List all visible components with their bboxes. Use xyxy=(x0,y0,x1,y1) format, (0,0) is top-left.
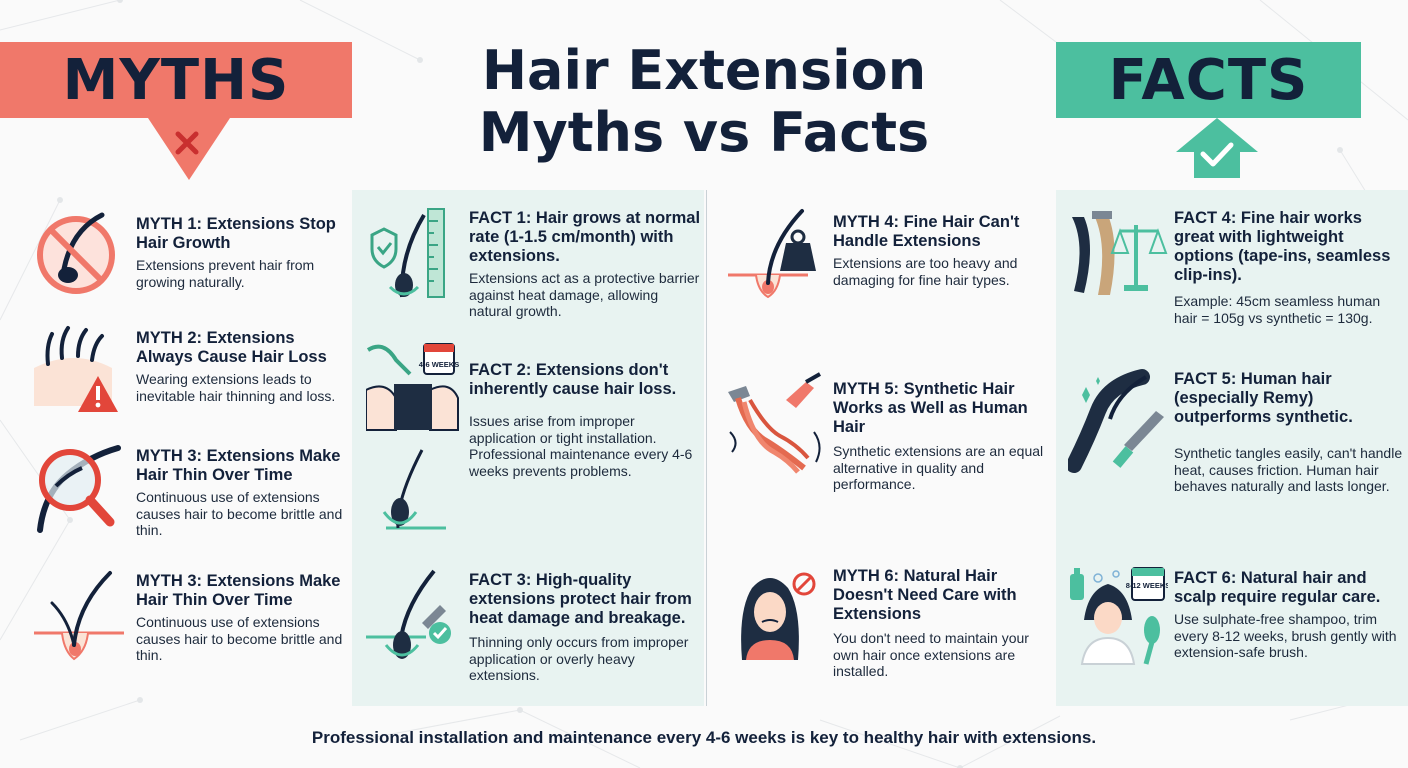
ruler-hair-icon xyxy=(370,208,445,298)
weight-hair-icon xyxy=(728,209,816,299)
unhappy-woman-icon xyxy=(741,572,816,660)
human-hair-iron-icon xyxy=(1068,369,1164,473)
myth-item-5: MYTH 4: Fine Hair Can't Handle Extension… xyxy=(728,205,1056,305)
fact-3-heading: FACT 3: High-quality extensions protect … xyxy=(469,571,692,627)
myths-label: MYTHS xyxy=(62,47,290,113)
fact-6-body: Use sulphate-free shampoo, trim every 8-… xyxy=(1174,611,1397,660)
myth-6-body: Synthetic extensions are an equal altern… xyxy=(833,443,1044,492)
page-title: Hair Extension Myths vs Facts xyxy=(352,40,1056,164)
facts-label: FACTS xyxy=(1108,47,1309,113)
calendar-label: 4-6 WEEKS xyxy=(419,360,459,369)
myth-1-body: Extensions prevent hair from growing nat… xyxy=(136,257,315,290)
myth-7-heading: MYTH 6: Natural Hair Doesn't Need Care w… xyxy=(833,567,1017,623)
scale-extensions-icon xyxy=(1072,211,1168,295)
fact-2-heading: FACT 2: Extensions don't inherently caus… xyxy=(469,361,677,398)
hair-follicle-icon xyxy=(34,571,124,661)
myth-item-3: MYTH 3: Extensions Make Hair Thin Over T… xyxy=(34,438,352,538)
scalp-warning-icon xyxy=(34,326,118,412)
title-line-1: Hair Extension xyxy=(481,39,927,102)
myth-2-heading: MYTH 2: Extensions Always Cause Hair Los… xyxy=(136,329,327,366)
myth-3-heading: MYTH 3: Extensions Make Hair Thin Over T… xyxy=(136,447,341,484)
title-line-2: Myths vs Facts xyxy=(478,101,930,164)
calendar-label-2: 8-12 WEEKS xyxy=(1126,581,1168,590)
myth-4-body: Continuous use of extensions causes hair… xyxy=(136,614,343,663)
myth-2-body: Wearing extensions leads to inevitable h… xyxy=(136,371,336,404)
melting-hair-icon xyxy=(728,372,821,474)
myth-7-body: You don't need to maintain your own hair… xyxy=(833,630,1029,679)
fact-1-heading: FACT 1: Hair grows at normal rate (1-1.5… xyxy=(469,209,701,265)
fact-item-3: FACT 3: High-quality extensions protect … xyxy=(366,565,704,685)
myth-6-heading: MYTH 5: Synthetic Hair Works as Well as … xyxy=(833,380,1028,436)
fact-item-1: FACT 1: Hair grows at normal rate (1-1.5… xyxy=(366,205,704,319)
myth-5-heading: MYTH 4: Fine Hair Can't Handle Extension… xyxy=(833,213,1020,250)
myth-item-2: MYTH 2: Extensions Always Cause Hair Los… xyxy=(34,318,352,418)
fact-item-5: FACT 5: Human hair (especially Remy) out… xyxy=(1068,365,1408,515)
check-mark-arrow-icon xyxy=(1176,118,1258,178)
fact-item-4: FACT 4: Fine hair works great with light… xyxy=(1068,205,1408,326)
facts-panel-left xyxy=(352,190,704,706)
column-divider xyxy=(706,190,707,706)
fact-1-body: Extensions act as a protective barrier a… xyxy=(469,270,700,319)
myth-item-7: MYTH 6: Natural Hair Doesn't Need Care w… xyxy=(728,560,1056,690)
myths-banner: MYTHS xyxy=(0,42,352,118)
fact-6-heading: FACT 6: Natural hair and scalp require r… xyxy=(1174,569,1381,606)
fact-4-body: Example: 45cm seamless human hair = 105g… xyxy=(1174,293,1381,326)
fact-5-body: Synthetic tangles easily, can't handle h… xyxy=(1174,445,1403,494)
fact-4-heading: FACT 4: Fine hair works great with light… xyxy=(1174,209,1391,284)
fact-item-6: 8-12 WEEKS FACT 6: Natural hair and scal… xyxy=(1068,560,1408,690)
footer-note: Professional installation and maintenanc… xyxy=(311,728,1097,747)
myth-5-body: Extensions are too heavy and damaging fo… xyxy=(833,255,1018,288)
myth-3-body: Continuous use of extensions causes hair… xyxy=(136,489,343,538)
flat-iron-check-icon xyxy=(366,569,451,659)
myth-item-4: MYTH 3: Extensions Make Hair Thin Over T… xyxy=(34,565,352,685)
magnifier-hair-icon xyxy=(37,445,121,533)
facts-banner: FACTS xyxy=(1056,42,1361,118)
fact-2-body: Issues arise from improper application o… xyxy=(469,413,693,479)
fact-3-body: Thinning only occurs from improper appli… xyxy=(469,634,689,683)
x-mark-arrow-icon xyxy=(148,118,230,180)
installation-hands-icon: 4-6 WEEKS xyxy=(366,343,459,530)
myth-item-1: MYTH 1: Extensions Stop Hair Growth Exte… xyxy=(34,205,352,305)
fact-item-2: 4-6 WEEKS FACT 2: Extensions don't inher… xyxy=(366,340,704,540)
washing-hair-icon: 8-12 WEEKS xyxy=(1070,567,1168,665)
fact-5-heading: FACT 5: Human hair (especially Remy) out… xyxy=(1174,370,1353,426)
prohibited-hair-icon xyxy=(37,212,115,294)
myth-1-heading: MYTH 1: Extensions Stop Hair Growth xyxy=(136,215,336,252)
myth-4-heading: MYTH 3: Extensions Make Hair Thin Over T… xyxy=(136,572,341,609)
myth-item-6: MYTH 5: Synthetic Hair Works as Well as … xyxy=(728,372,1056,492)
